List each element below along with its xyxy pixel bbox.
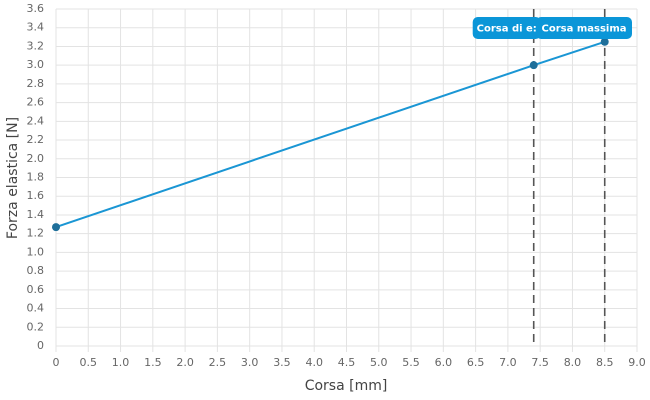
y-tick-label: 2.4 <box>27 114 45 127</box>
x-tick-label: 2.5 <box>209 356 227 369</box>
y-tick-label: 1.0 <box>27 245 45 258</box>
y-tick-label: 1.6 <box>27 189 45 202</box>
y-tick-label: 2.0 <box>27 152 45 165</box>
x-tick-label: 8.0 <box>564 356 582 369</box>
y-tick-label: 3.0 <box>27 58 45 71</box>
y-tick-label: 3.2 <box>27 39 45 52</box>
data-point <box>52 223 60 232</box>
x-axis-title: Corsa [mm] <box>305 378 388 394</box>
data-point <box>600 37 609 46</box>
x-tick-label: 9.0 <box>628 356 646 369</box>
y-tick-label: 0.8 <box>27 264 45 277</box>
y-tick-label: 3.6 <box>27 2 45 15</box>
x-tick-label: 7.5 <box>531 356 549 369</box>
y-tick-label: 0 <box>37 339 44 352</box>
annotation: Corsa massima <box>536 17 632 39</box>
y-axis-title: Forza elastica [N] <box>5 117 21 239</box>
y-tick-label: 2.2 <box>27 133 45 146</box>
x-tick-label: 1.0 <box>112 356 130 369</box>
y-tick-label: 2.8 <box>27 77 45 90</box>
x-tick-label: 8.5 <box>596 356 614 369</box>
x-tick-label: 0.5 <box>80 356 98 369</box>
x-tick-label: 2.0 <box>176 356 194 369</box>
data-line <box>55 40 606 229</box>
y-tick-label: 3.4 <box>27 21 45 34</box>
annotation-box <box>536 17 632 39</box>
x-tick-label: 3.0 <box>241 356 259 369</box>
x-tick-label: 0 <box>53 356 60 369</box>
y-tick-label: 1.8 <box>27 171 45 184</box>
y-tick-label: 1.4 <box>27 208 45 221</box>
y-tick-label: 0.6 <box>27 283 45 296</box>
data-point <box>529 61 538 70</box>
x-tick-label: 5.5 <box>402 356 420 369</box>
annotation: Corsa di e: <box>472 17 541 39</box>
y-tick-label: 2.6 <box>27 96 45 109</box>
y-tick-label: 0.4 <box>27 302 45 315</box>
annotation-label: Corsa massima <box>542 24 627 35</box>
x-tick-label: 7.0 <box>499 356 517 369</box>
x-tick-label: 6.5 <box>467 356 485 369</box>
x-tick-label: 3.5 <box>273 356 291 369</box>
x-tick-label: 5.0 <box>370 356 388 369</box>
x-tick-label: 4.0 <box>305 356 323 369</box>
annotation-label: Corsa di e: <box>477 24 537 35</box>
x-tick-label: 4.5 <box>338 356 356 369</box>
y-tick-label: 0.2 <box>27 320 45 333</box>
x-tick-label: 6.0 <box>435 356 453 369</box>
x-tick-label: 1.5 <box>144 356 162 369</box>
y-tick-label: 1.2 <box>27 227 45 240</box>
annotation-box <box>472 17 541 39</box>
